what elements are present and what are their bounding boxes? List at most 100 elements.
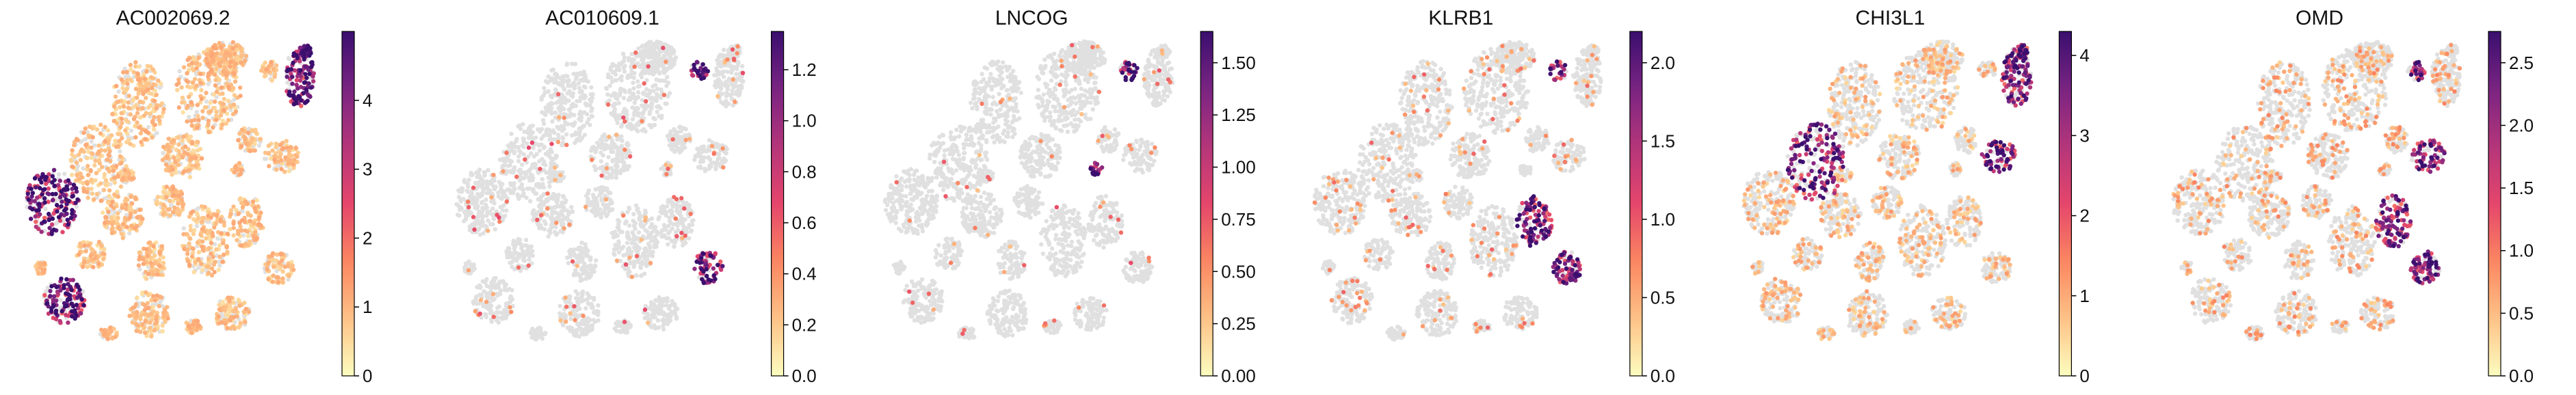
expressing-cell-point [202,205,207,209]
expressing-cell-point [132,117,136,121]
expressing-cell-point [189,119,194,123]
cell-point [561,221,565,226]
expressing-cell-point [204,236,208,241]
cell-point [502,163,506,167]
expressing-cell-point [151,294,155,298]
expressing-cell-point [214,247,218,251]
cell-point [632,57,636,62]
cell-point [530,249,534,253]
cell-point [553,72,557,77]
expressing-cell-point [70,208,74,212]
expressing-cell-point [102,247,106,251]
cell-point [552,79,556,83]
cell-point [613,64,617,68]
expressing-cell-point [123,128,127,133]
expressing-cell-point [79,158,83,162]
cell-point [668,133,672,137]
expressing-cell-point [144,128,148,133]
expressing-cell-point [83,143,88,147]
cell-point [481,208,485,213]
cell-point [570,62,574,66]
expressing-cell-point [51,198,55,202]
cell-point [579,241,583,245]
cell-point [658,50,662,54]
expressing-cell-point [166,144,170,148]
expressing-cell-point [190,254,194,258]
panel-title: AC010609.1 [545,7,659,29]
expressing-cell-point [187,236,192,241]
expressing-cell-point [182,247,186,251]
cell-point [653,235,657,239]
expressing-cell-point [219,113,223,118]
cell-point [527,169,531,173]
expressing-cell-point [58,319,62,323]
expressing-cell-point [113,180,117,185]
expressing-cell-point [305,98,309,103]
expressing-cell-point [144,70,148,74]
cell-point [672,127,676,131]
expressing-cell-point [54,311,58,315]
expressing-cell-point [109,133,114,137]
expressing-cell-point [37,202,41,206]
cell-point [129,128,133,133]
expressing-cell-point [40,175,44,179]
cell-point [590,200,594,204]
cell-point [116,90,120,94]
expressing-cell-point [224,51,228,55]
expressing-cell-point [134,87,138,91]
expressing-cell-point [200,227,205,231]
cell-point [601,202,605,206]
expressing-cell-point [271,257,275,261]
cell-point [617,62,621,66]
expressing-cell-point [164,195,168,199]
cell-point [574,77,578,81]
expressing-cell-point [200,268,205,272]
cell-point [516,159,521,163]
cell-point [687,236,691,240]
cell-point [635,106,639,110]
expressing-cell-point [124,225,129,229]
expressing-cell-point [287,274,291,278]
expressing-cell-point [235,168,239,172]
expressing-cell-point [206,123,210,127]
cell-point [617,219,621,223]
cell-point [547,105,551,109]
cell-point [496,191,500,195]
expressing-cell-point [257,215,261,219]
cell-point [633,111,638,115]
expressing-cell-point [172,193,176,198]
expressing-cell-point [112,119,116,123]
expressing-cell-point [90,247,94,251]
cell-point [513,245,517,249]
expressing-cell-point [121,236,125,240]
expressing-cell-point [155,93,159,97]
cell-point [550,120,554,124]
expressing-cell-point [69,216,73,220]
cell-point [161,151,165,155]
cell-point [642,127,646,131]
cell-point [615,156,619,160]
expressing-cell-point [65,185,69,189]
expressing-cell-point [70,187,74,191]
cell-point [614,232,618,236]
expressing-cell-point [192,232,196,236]
cell-point [523,243,527,247]
cell-point [506,144,510,148]
expressing-cell-point [194,66,198,70]
expressing-cell-point [124,207,128,211]
cell-point [548,231,552,235]
cell-point [517,255,521,259]
expressing-cell-point [133,195,137,200]
expressing-cell-point [52,168,56,172]
expressing-cell-point [166,137,170,141]
cell-point [655,62,659,66]
expressing-cell-point [59,204,63,208]
cell-point [542,86,546,90]
expressing-cell-point [279,167,283,171]
cell-point [612,251,616,256]
cell-point [62,172,66,176]
expressing-cell-point [239,60,243,64]
expressing-cell-point [150,119,155,123]
expressing-cell-point [143,331,147,335]
expressing-cell-point [60,200,64,204]
